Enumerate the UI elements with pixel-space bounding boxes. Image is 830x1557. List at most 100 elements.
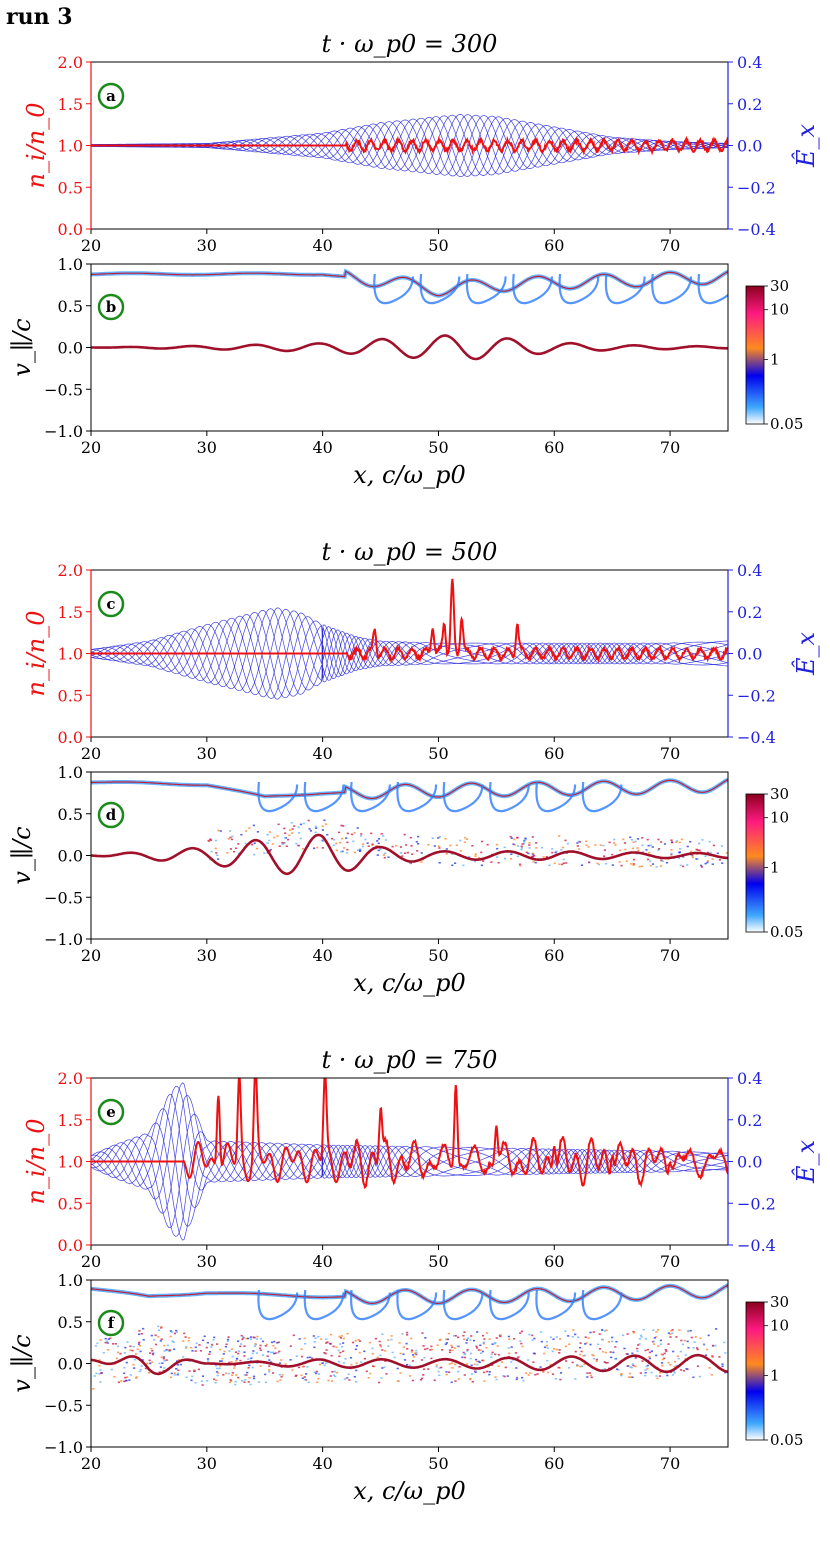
bulk-point <box>207 1360 210 1362</box>
bulk-point <box>257 1381 260 1383</box>
bulk-point <box>670 852 673 855</box>
bulk-point <box>459 839 462 842</box>
bulk-point <box>268 1365 271 1367</box>
x-tick-label: 70 <box>660 1252 680 1271</box>
bulk-point <box>417 843 420 845</box>
y2-tick-label: 0.0 <box>737 137 762 156</box>
bulk-point <box>641 1360 644 1362</box>
bulk-point <box>246 1371 249 1374</box>
bulk-point <box>235 847 238 850</box>
bulk-point <box>258 1347 262 1350</box>
bulk-point <box>226 1340 229 1342</box>
beam-vortex <box>535 781 577 813</box>
bulk-point <box>698 849 701 851</box>
bulk-point <box>508 1338 511 1340</box>
bulk-point <box>162 1356 166 1358</box>
bulk-point <box>335 849 338 852</box>
bulk-point <box>277 1352 280 1354</box>
bulk-point <box>704 1354 708 1356</box>
bulk-point <box>551 1350 554 1353</box>
bulk-point <box>327 1379 330 1382</box>
bulk-point <box>98 1364 101 1367</box>
bulk-point <box>609 1351 612 1353</box>
bulk-point <box>390 1338 393 1341</box>
bulk-point <box>691 856 694 859</box>
bulk-point <box>558 1349 561 1351</box>
x-tick-label: 40 <box>312 1252 332 1271</box>
bulk-point <box>632 841 635 843</box>
bulk-point <box>679 1350 682 1353</box>
bulk-point <box>280 1359 283 1361</box>
bulk-point <box>421 1332 424 1334</box>
bulk-point <box>163 1344 166 1347</box>
bulk-point <box>631 1352 634 1355</box>
bulk-point <box>99 1381 102 1383</box>
bulk-point <box>657 838 660 841</box>
bulk-point <box>696 1347 699 1349</box>
bulk-point <box>104 1337 107 1340</box>
bulk-point <box>126 1341 129 1343</box>
bulk-point <box>129 1349 132 1351</box>
y-tick-label: 1.5 <box>58 603 83 622</box>
bulk-point <box>553 1348 556 1350</box>
bulk-point <box>131 1349 134 1352</box>
bulk-point <box>176 1372 180 1375</box>
bulk-point <box>409 1375 412 1377</box>
bulk-point <box>339 1337 342 1339</box>
bulk-point <box>679 1369 683 1371</box>
bulk-point <box>521 1376 524 1379</box>
bulk-point <box>528 1333 531 1336</box>
bulk-point <box>725 852 728 854</box>
bulk-point <box>139 1369 142 1371</box>
bulk-point <box>341 837 344 840</box>
bulk-point <box>600 1338 604 1341</box>
bulk-point <box>188 1370 191 1372</box>
bulk-point <box>341 850 344 853</box>
bulk-point <box>674 1361 677 1363</box>
bulk-point <box>105 1340 108 1343</box>
bulk-point <box>244 842 247 845</box>
efield-curve <box>91 114 728 176</box>
bulk-point <box>482 860 485 862</box>
bulk-point <box>490 861 493 863</box>
bulk-point <box>99 1372 103 1374</box>
bulk-point <box>252 1336 255 1339</box>
bulk-point <box>503 857 507 860</box>
bulk-point <box>660 859 663 862</box>
bulk-point <box>471 845 474 847</box>
bulk-point <box>677 857 681 859</box>
bulk-point <box>250 1357 253 1359</box>
bulk-line <box>91 334 728 361</box>
bulk-point <box>251 1366 254 1369</box>
bulk-point <box>496 847 499 850</box>
bulk-point <box>585 1342 588 1344</box>
bulk-point <box>276 1342 279 1344</box>
bulk-point <box>720 845 723 847</box>
bulk-point <box>215 852 218 854</box>
bulk-point <box>704 862 707 865</box>
bulk-point <box>510 1346 513 1348</box>
bulk-point <box>399 846 403 848</box>
bulk-point <box>465 1339 469 1341</box>
bulk-point <box>285 845 288 847</box>
bulk-point <box>524 837 527 840</box>
bulk-point <box>169 1330 172 1332</box>
bulk-point <box>435 1365 438 1368</box>
bulk-point <box>140 1333 143 1335</box>
bulk-point <box>521 843 524 845</box>
x-tick-label: 70 <box>660 1454 680 1473</box>
bulk-point <box>476 1347 479 1349</box>
bulk-point <box>551 848 554 850</box>
bulk-point <box>125 1361 128 1364</box>
ion-density-line <box>91 1078 728 1190</box>
bulk-point <box>193 1369 196 1371</box>
bulk-point <box>637 1344 640 1346</box>
bulk-point <box>243 1374 246 1376</box>
bulk-point <box>135 1377 138 1379</box>
bulk-point <box>491 1364 494 1366</box>
bulk-point <box>337 1349 340 1352</box>
bulk-point <box>406 1348 409 1350</box>
bulk-point <box>476 1331 479 1333</box>
bulk-point <box>578 1346 582 1349</box>
bulk-point <box>168 1350 171 1352</box>
